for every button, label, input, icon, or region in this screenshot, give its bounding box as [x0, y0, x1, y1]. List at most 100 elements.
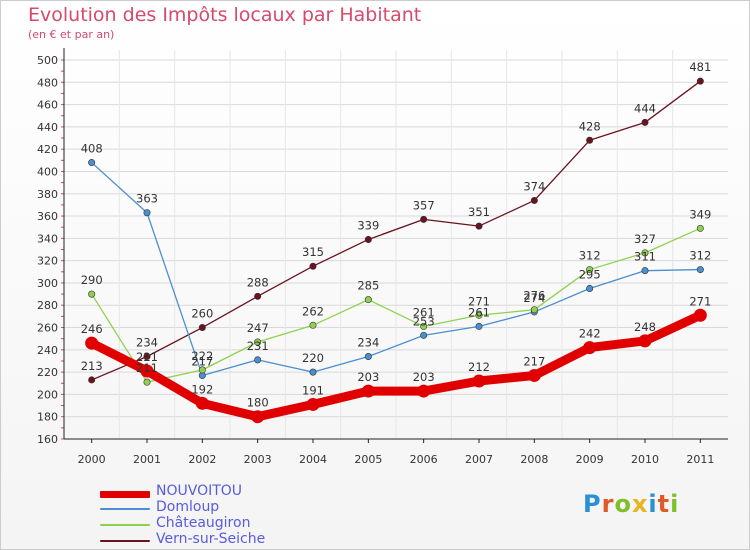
legend-label: Vern-sur-Seiche: [156, 531, 266, 547]
x-tick-label: 2007: [465, 453, 493, 466]
data-label-vern-sur-seiche: 315: [302, 245, 324, 259]
data-label-domloup: 234: [357, 336, 379, 350]
data-label-nouvoitou: 192: [191, 382, 213, 396]
data-label-chateaugiron: 327: [634, 232, 656, 246]
y-tick-label: 380: [37, 188, 58, 201]
data-label-domloup: 231: [247, 339, 269, 353]
logo-letter: o: [614, 490, 632, 518]
data-point-chateaugiron: [309, 321, 317, 329]
data-point-nouvoitou: [527, 368, 541, 382]
data-label-chateaugiron: 276: [523, 289, 545, 303]
data-point-vern-sur-seiche: [586, 136, 594, 144]
series-line-vern-sur-seiche: [91, 80, 701, 381]
data-point-chateaugiron: [364, 296, 372, 304]
y-tick-label: 240: [37, 344, 58, 357]
data-point-vern-sur-seiche: [254, 292, 262, 300]
data-point-vern-sur-seiche: [88, 376, 96, 384]
data-point-vern-sur-seiche: [364, 235, 372, 243]
data-point-domloup: [696, 266, 704, 274]
data-point-nouvoitou: [251, 410, 265, 424]
data-point-nouvoitou: [195, 396, 209, 410]
y-tick-label: 180: [37, 411, 58, 424]
data-point-vern-sur-seiche: [198, 324, 206, 332]
data-label-vern-sur-seiche: 374: [523, 179, 545, 193]
data-label-domloup: 217: [191, 354, 213, 368]
data-label-chateaugiron: 222: [191, 349, 213, 363]
y-tick-label: 260: [37, 322, 58, 335]
data-point-chateaugiron: [586, 266, 594, 274]
x-tick-label: 2000: [78, 453, 106, 466]
data-point-nouvoitou: [583, 341, 597, 355]
y-tick-label: 460: [37, 99, 58, 112]
legend-label: NOUVOITOU: [156, 483, 243, 499]
x-tick-label: 2008: [520, 453, 548, 466]
data-point-nouvoitou: [140, 364, 154, 378]
x-tick-label: 2010: [631, 453, 659, 466]
data-point-domloup: [475, 322, 483, 330]
logo-letter: P: [583, 490, 602, 518]
x-tick-label: 2004: [299, 453, 327, 466]
data-point-nouvoitou: [361, 384, 375, 398]
data-label-chateaugiron: 211: [136, 361, 158, 375]
logo-letter: i: [648, 490, 658, 518]
data-point-chateaugiron: [88, 290, 96, 298]
legend-swatch: [100, 508, 150, 510]
data-label-chateaugiron: 271: [468, 294, 490, 308]
data-point-chateaugiron: [696, 224, 704, 232]
series-line-domloup: [91, 161, 701, 377]
data-label-domloup: 274: [523, 291, 545, 305]
data-point-vern-sur-seiche: [420, 215, 428, 223]
data-label-chateaugiron: 247: [247, 321, 269, 335]
data-point-chateaugiron: [475, 311, 483, 319]
data-label-chateaugiron: 290: [81, 273, 103, 287]
y-tick-label: 200: [37, 388, 58, 401]
y-tick-label: 400: [37, 165, 58, 178]
legend-swatch: [100, 540, 150, 542]
x-tick-label: 2006: [410, 453, 438, 466]
data-label-nouvoitou: 203: [413, 370, 435, 384]
data-label-nouvoitou: 212: [468, 360, 490, 374]
y-tick-label: 360: [37, 210, 58, 223]
x-tick-label: 2002: [188, 453, 216, 466]
x-tick-label: 2011: [686, 453, 714, 466]
data-point-nouvoitou: [306, 397, 320, 411]
data-label-nouvoitou: 203: [357, 370, 379, 384]
data-label-domloup: 295: [579, 268, 601, 282]
data-point-chateaugiron: [254, 338, 262, 346]
y-tick-label: 220: [37, 366, 58, 379]
axes-layer: [61, 48, 728, 443]
data-point-domloup: [641, 267, 649, 275]
data-label-nouvoitou: 217: [523, 354, 545, 368]
data-point-nouvoitou: [472, 374, 486, 388]
data-label-nouvoitou: 242: [579, 327, 601, 341]
data-point-chateaugiron: [143, 378, 151, 386]
legend-label: Châteaugiron: [156, 515, 251, 531]
y-tick-label: 440: [37, 121, 58, 134]
legend-swatch: [100, 491, 150, 498]
x-tick-label: 2005: [354, 453, 382, 466]
data-label-domloup: 408: [81, 142, 103, 156]
data-label-vern-sur-seiche: 428: [579, 119, 601, 133]
logo-letter: i: [670, 490, 680, 518]
data-point-chateaugiron: [198, 366, 206, 374]
data-label-vern-sur-seiche: 288: [247, 275, 269, 289]
data-label-domloup: 220: [302, 351, 324, 365]
y-tick-label: 420: [37, 143, 58, 156]
data-label-chateaugiron: 312: [579, 249, 601, 263]
data-label-nouvoitou: 221: [136, 350, 158, 364]
x-tick-label: 2001: [133, 453, 161, 466]
data-point-nouvoitou: [693, 308, 707, 322]
legend-label: Domloup: [156, 499, 220, 515]
data-point-chateaugiron: [530, 306, 538, 314]
logo-letter: t: [657, 490, 671, 518]
data-point-domloup: [586, 285, 594, 293]
data-point-domloup: [420, 331, 428, 339]
data-label-nouvoitou: 180: [247, 396, 269, 410]
series-line-chateaugiron: [91, 227, 701, 383]
tick-label-layer: 160 180 200 220 240 260 280 300 320 340 360 380 400 4…: [37, 54, 714, 466]
y-tick-label: 480: [37, 76, 58, 89]
data-label-chateaugiron: 262: [302, 304, 324, 318]
data-label-vern-sur-seiche: 481: [689, 60, 711, 74]
proxiti-logo: Proxiti: [583, 490, 679, 518]
